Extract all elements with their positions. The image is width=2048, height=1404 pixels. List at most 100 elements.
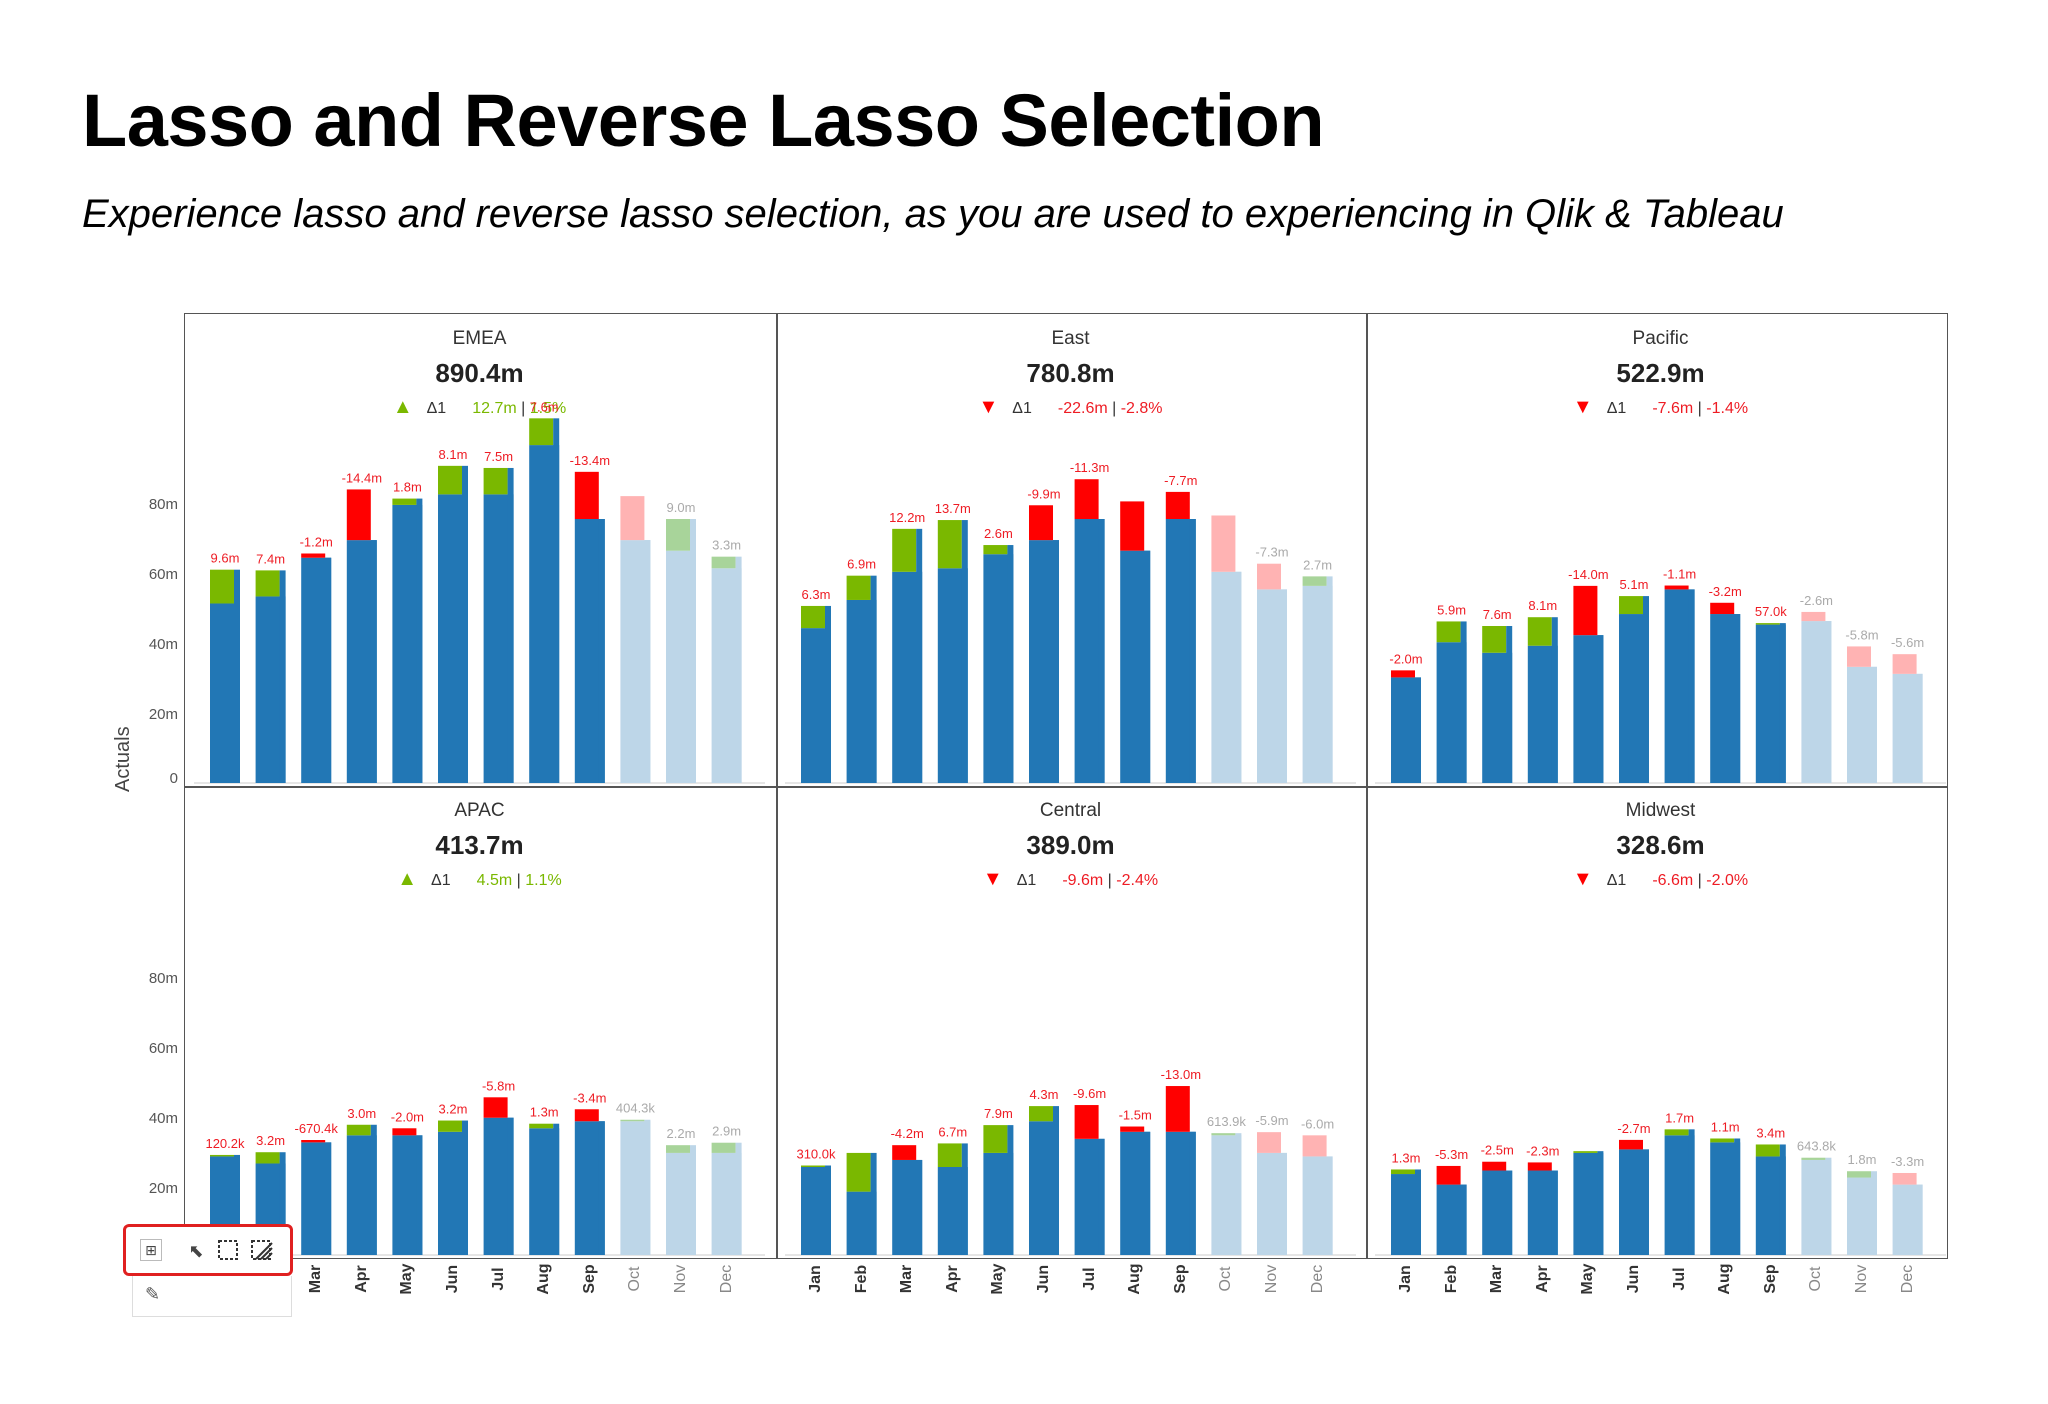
month-label[interactable]: Sep <box>580 1264 598 1294</box>
month-label[interactable]: Mar <box>307 1264 325 1294</box>
variance-bar[interactable] <box>392 498 417 505</box>
bar-group[interactable]: -7.7m <box>1164 473 1197 783</box>
variance-bar[interactable] <box>892 528 917 572</box>
bar-group[interactable]: 5.9m <box>1436 602 1467 783</box>
variance-bar[interactable] <box>1165 1086 1190 1132</box>
bar-group[interactable]: 3.3m <box>711 538 742 783</box>
bar-group[interactable]: 5.1m <box>1619 577 1649 783</box>
month-label[interactable]: Nov <box>672 1264 689 1294</box>
variance-bar[interactable] <box>1527 617 1552 646</box>
variance-bar[interactable] <box>438 465 462 495</box>
variance-bar[interactable] <box>937 520 962 569</box>
month-label[interactable]: Nov <box>1263 1264 1280 1294</box>
bar-group[interactable]: -2.3m <box>1526 1143 1559 1255</box>
variance-bar[interactable] <box>1847 646 1871 667</box>
bar-group[interactable]: 1.8m <box>1847 1152 1877 1255</box>
bar-group[interactable] <box>620 496 651 783</box>
bar-group[interactable]: 2.6m <box>983 526 1014 783</box>
bar-group[interactable]: 3.2m <box>438 1102 468 1255</box>
variance-bar[interactable] <box>346 1124 371 1136</box>
bar-group[interactable]: -2.7m <box>1617 1121 1651 1255</box>
variance-bar[interactable] <box>1801 611 1826 622</box>
bar-group[interactable]: -1.5m <box>1119 1108 1152 1255</box>
panel-east[interactable]: East 780.8m ▼ Δ1 -22.6m | -2.8% 6.3m 6.9m 12.2m… <box>777 316 1364 786</box>
bar-group[interactable]: 8.1m <box>1527 598 1558 783</box>
bar-group[interactable]: -1.1m <box>1663 567 1696 783</box>
bar-group[interactable]: -5.6m <box>1891 635 1924 783</box>
bar-group[interactable]: 13.7m <box>935 501 971 783</box>
bar-group[interactable]: -1.2m <box>300 534 333 783</box>
bar-group[interactable]: -9.9m <box>1027 486 1061 783</box>
variance-bar[interactable] <box>1847 1171 1871 1178</box>
month-label[interactable]: Sep <box>1761 1264 1779 1294</box>
variance-bar[interactable] <box>301 1140 326 1143</box>
bar-group[interactable]: 2.9m <box>711 1124 742 1255</box>
bar-group[interactable]: 3.0m <box>346 1106 377 1255</box>
variance-bar[interactable] <box>666 519 690 551</box>
month-label[interactable]: May <box>1579 1263 1597 1295</box>
bar-group[interactable]: 3.4m <box>1755 1125 1786 1255</box>
month-label[interactable]: Nov <box>1853 1264 1870 1294</box>
month-label[interactable]: Feb <box>1442 1264 1460 1294</box>
variance-bar[interactable] <box>1074 479 1099 519</box>
variance-bar[interactable] <box>983 545 1008 555</box>
variance-bar[interactable] <box>892 1145 917 1160</box>
variance-bar[interactable] <box>255 570 280 597</box>
bar-group[interactable]: -7.3m <box>1255 545 1289 783</box>
variance-bar[interactable] <box>1619 596 1643 615</box>
variance-bar[interactable] <box>1801 1157 1826 1160</box>
variance-bar[interactable] <box>1710 1138 1735 1143</box>
variance-bar[interactable] <box>1391 670 1415 678</box>
month-label[interactable]: Mar <box>1488 1264 1506 1294</box>
month-label[interactable]: Apr <box>943 1265 961 1293</box>
bar-group[interactable]: -6.0m <box>1301 1116 1334 1255</box>
bar-group[interactable]: -2.5m <box>1481 1143 1514 1255</box>
variance-bar[interactable] <box>392 1128 417 1136</box>
bar-group[interactable]: 404.3k <box>616 1101 656 1255</box>
bar-group[interactable]: -13.4m <box>570 453 610 783</box>
month-label[interactable]: Jan <box>1397 1265 1414 1293</box>
grid-icon[interactable]: ⊞ <box>140 1239 162 1261</box>
bar-group[interactable]: 57.0k <box>1755 604 1787 783</box>
month-label[interactable]: Jan <box>807 1265 824 1293</box>
variance-bar[interactable] <box>1573 585 1598 636</box>
variance-bar[interactable] <box>801 1165 825 1168</box>
variance-bar[interactable] <box>711 1142 736 1153</box>
bar-group[interactable]: 4.3m <box>1029 1087 1059 1255</box>
bar-group[interactable]: 7.4m <box>255 551 286 783</box>
variance-bar[interactable] <box>301 553 326 558</box>
month-label[interactable]: Dec <box>717 1264 735 1294</box>
bar-group[interactable]: 9.0m <box>666 500 696 783</box>
bar-group[interactable]: -14.0m <box>1568 567 1609 783</box>
variance-bar[interactable] <box>1436 621 1461 643</box>
variance-bar[interactable] <box>574 471 599 519</box>
variance-bar[interactable] <box>1436 1165 1461 1185</box>
bar-group[interactable]: 7.9m <box>983 1106 1014 1255</box>
bar-group[interactable]: -9.6m <box>1073 1086 1106 1255</box>
variance-bar[interactable] <box>711 556 736 569</box>
month-label[interactable]: Jul <box>1080 1267 1098 1291</box>
variance-bar[interactable] <box>1257 1132 1281 1153</box>
bar-group[interactable] <box>846 1152 877 1255</box>
bar-group[interactable]: 6.9m <box>846 557 877 783</box>
variance-bar[interactable] <box>1074 1105 1099 1139</box>
month-label[interactable]: Jun <box>444 1264 461 1294</box>
variance-bar[interactable] <box>620 1119 645 1122</box>
bar-group[interactable] <box>1211 515 1242 783</box>
bar-group[interactable]: -3.3m <box>1891 1154 1924 1255</box>
bar-group[interactable]: -14.4m <box>342 470 382 783</box>
panel-apac[interactable]: APAC 413.7m ▲ Δ1 4.5m | 1.1% 120.2k 3.2m -670.4… <box>186 788 773 1258</box>
variance-bar[interactable] <box>1302 576 1327 586</box>
bar-group[interactable]: -2.0m <box>391 1109 424 1255</box>
month-label[interactable]: Jun <box>1035 1264 1052 1294</box>
variance-bar[interactable] <box>1391 1169 1415 1175</box>
variance-bar[interactable] <box>346 489 371 541</box>
bar-group[interactable]: -13.0m <box>1161 1067 1201 1255</box>
variance-bar[interactable] <box>529 1123 554 1129</box>
variance-bar[interactable] <box>1211 515 1236 572</box>
bar-group[interactable]: 310.0k <box>796 1147 836 1256</box>
lasso-icon[interactable] <box>216 1239 240 1263</box>
month-label[interactable]: May <box>398 1263 416 1295</box>
month-label[interactable]: Apr <box>352 1265 370 1293</box>
bar-group[interactable] <box>1120 501 1151 783</box>
